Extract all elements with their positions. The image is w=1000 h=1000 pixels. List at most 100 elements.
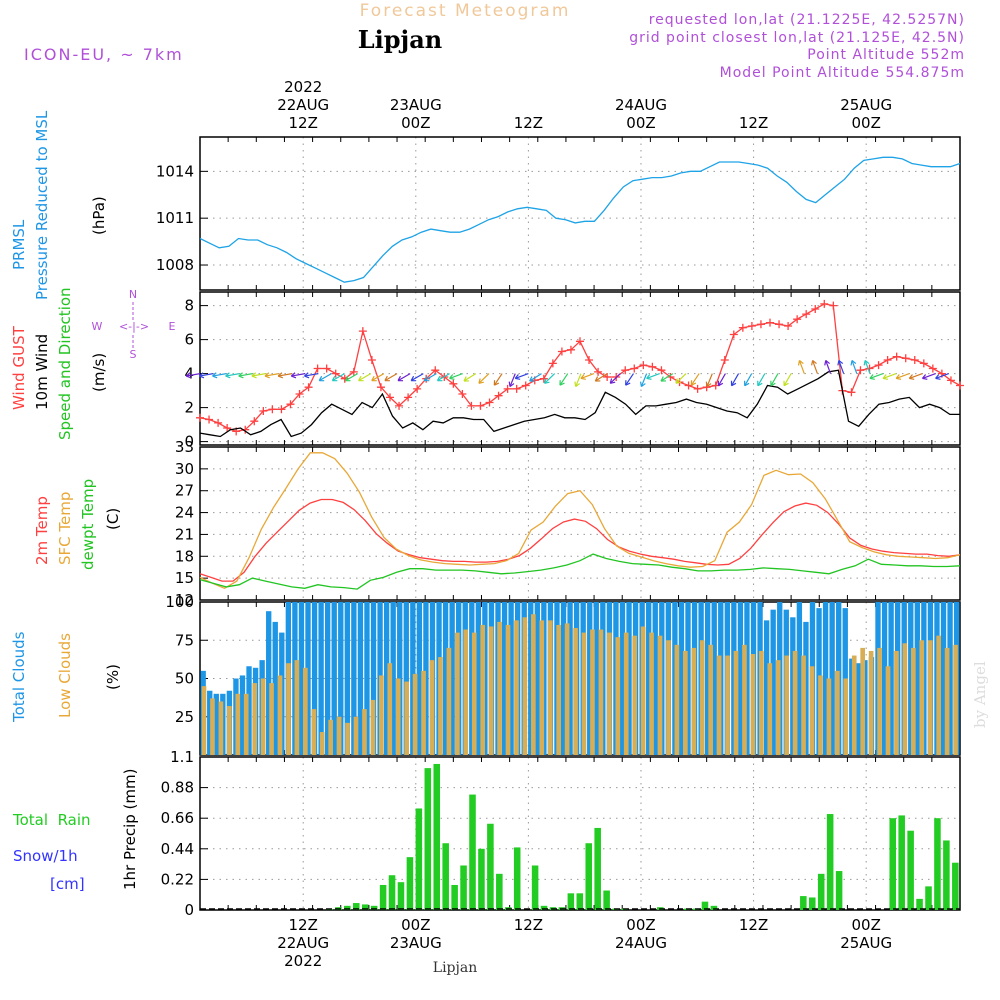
gust-marker — [648, 362, 657, 371]
rain-bar — [469, 794, 476, 910]
total-cloud-bar — [940, 602, 947, 755]
gust-marker — [367, 356, 376, 364]
gust-marker — [766, 318, 774, 327]
gust-marker — [322, 364, 331, 373]
rain-bar — [835, 871, 843, 910]
wind-arrowhead — [837, 359, 844, 366]
rain-bar — [442, 843, 449, 910]
low-cloud-bar — [438, 657, 443, 755]
ytick-label-p2: 18 — [175, 547, 194, 565]
wind-direction-arrow — [515, 373, 529, 379]
total-cloud-bar — [849, 658, 855, 755]
sfc-temp-line — [199, 452, 961, 590]
total-cloud-bar — [508, 602, 514, 755]
wind-arrowhead — [318, 375, 325, 382]
bottom-time-label: 23AUG — [390, 934, 442, 952]
low-cloud-bar — [446, 647, 452, 755]
gust-marker — [630, 364, 639, 373]
low-cloud-bar — [944, 647, 950, 755]
low-cloud-bar — [742, 644, 747, 755]
low-cloud-bar — [514, 620, 519, 755]
total-cloud-bar — [796, 602, 803, 755]
clouds-unit: (%) — [104, 664, 122, 690]
total-cloud-bar — [704, 602, 711, 755]
total-cloud-bar — [855, 663, 862, 755]
gust-marker — [304, 383, 313, 392]
total-cloud-bar — [305, 602, 311, 755]
gust-marker — [594, 367, 603, 376]
ytick-label-p2: 12 — [175, 591, 194, 609]
rain-bar — [433, 763, 441, 910]
low-cloud-bar — [581, 632, 587, 755]
total-cloud-bar — [213, 693, 219, 755]
low-cloud-bar — [370, 699, 376, 755]
wind-arrowhead — [646, 374, 652, 380]
total-cloud-bar — [947, 602, 953, 755]
rain-bar — [415, 808, 423, 910]
low-cloud-bar — [429, 660, 435, 755]
total-cloud-bar — [528, 602, 534, 755]
gust-marker — [259, 407, 268, 415]
gust-marker — [431, 366, 440, 375]
prmsl-sub-label: Pressure Reduced to MSL — [33, 110, 51, 300]
gust-marker — [386, 393, 394, 402]
wind-direction-arrow — [757, 373, 766, 387]
rain-bar — [898, 815, 905, 910]
rain-bar — [344, 905, 351, 910]
gust-marker — [747, 322, 756, 330]
low-cloud-bar — [201, 686, 207, 755]
total-cloud-bar — [803, 621, 809, 755]
total-cloud-bar — [593, 602, 599, 755]
wind-direction-arrow — [345, 373, 358, 382]
total-cloud-bar — [239, 675, 246, 755]
wind-arrowhead — [463, 376, 469, 382]
requested-lonlat: requested lon,lat (21.1225E, 42.5257N) — [649, 12, 965, 28]
gust-marker — [196, 413, 204, 422]
wind-arrowhead — [238, 372, 244, 379]
total-cloud-bar — [744, 602, 750, 755]
rain-bar — [567, 893, 575, 910]
total-cloud-bar — [344, 602, 350, 755]
compass-rose-icon: N S W E <-|-> — [92, 288, 176, 361]
low-cloud-bar — [260, 678, 266, 755]
t2m-label: 2m Temp — [33, 496, 51, 565]
rain-bar — [397, 882, 405, 910]
low-cloud-bar — [362, 709, 367, 755]
low-cloud-bar — [294, 660, 300, 755]
gridpoint-lonlat: grid point closest lon,lat (21.125E, 42.… — [629, 30, 965, 46]
compass-s: S — [130, 348, 137, 361]
wind-arrowhead — [625, 380, 631, 386]
top-time-label: 23AUG — [390, 96, 442, 114]
gust-marker — [756, 320, 765, 329]
total-cloud-bar — [383, 602, 390, 755]
total-cloud-bar — [266, 611, 272, 755]
low-cloud-bar — [404, 681, 409, 755]
ytick-label-p2: 15 — [175, 569, 194, 587]
wind-arrowhead — [331, 375, 338, 382]
bottom-time-label: 12Z — [514, 916, 543, 934]
wind-arrowhead — [436, 375, 443, 382]
total-cloud-bar — [534, 602, 540, 755]
total-cloud-bar — [207, 690, 213, 755]
bottom-time-label: 24AUG — [615, 934, 667, 952]
wind10-line — [199, 369, 960, 438]
wind-arrowhead — [384, 375, 390, 382]
total-cloud-bar — [475, 602, 482, 755]
ytick-label-p0: 1008 — [156, 256, 194, 274]
wind-arrowhead — [304, 372, 310, 379]
low-cloud-bar — [455, 632, 460, 755]
wind-arrowhead — [770, 380, 776, 387]
bottom-time-label: 25AUG — [840, 934, 892, 952]
wind-arrowhead — [410, 375, 417, 382]
total-cloud-bar — [403, 602, 409, 755]
low-cloud-bar — [716, 655, 722, 755]
gust-marker — [684, 381, 693, 390]
rain-bar — [952, 862, 959, 910]
total-cloud-bar — [469, 602, 475, 755]
total-cloud-bar — [619, 602, 626, 755]
pressure-labels: PRMSL Pressure Reduced to MSL (hPa) — [10, 110, 108, 300]
gust-marker — [566, 345, 575, 354]
wind-direction-arrow — [332, 373, 345, 382]
panel-frame — [199, 601, 961, 756]
low-cloud-bar — [860, 647, 865, 755]
